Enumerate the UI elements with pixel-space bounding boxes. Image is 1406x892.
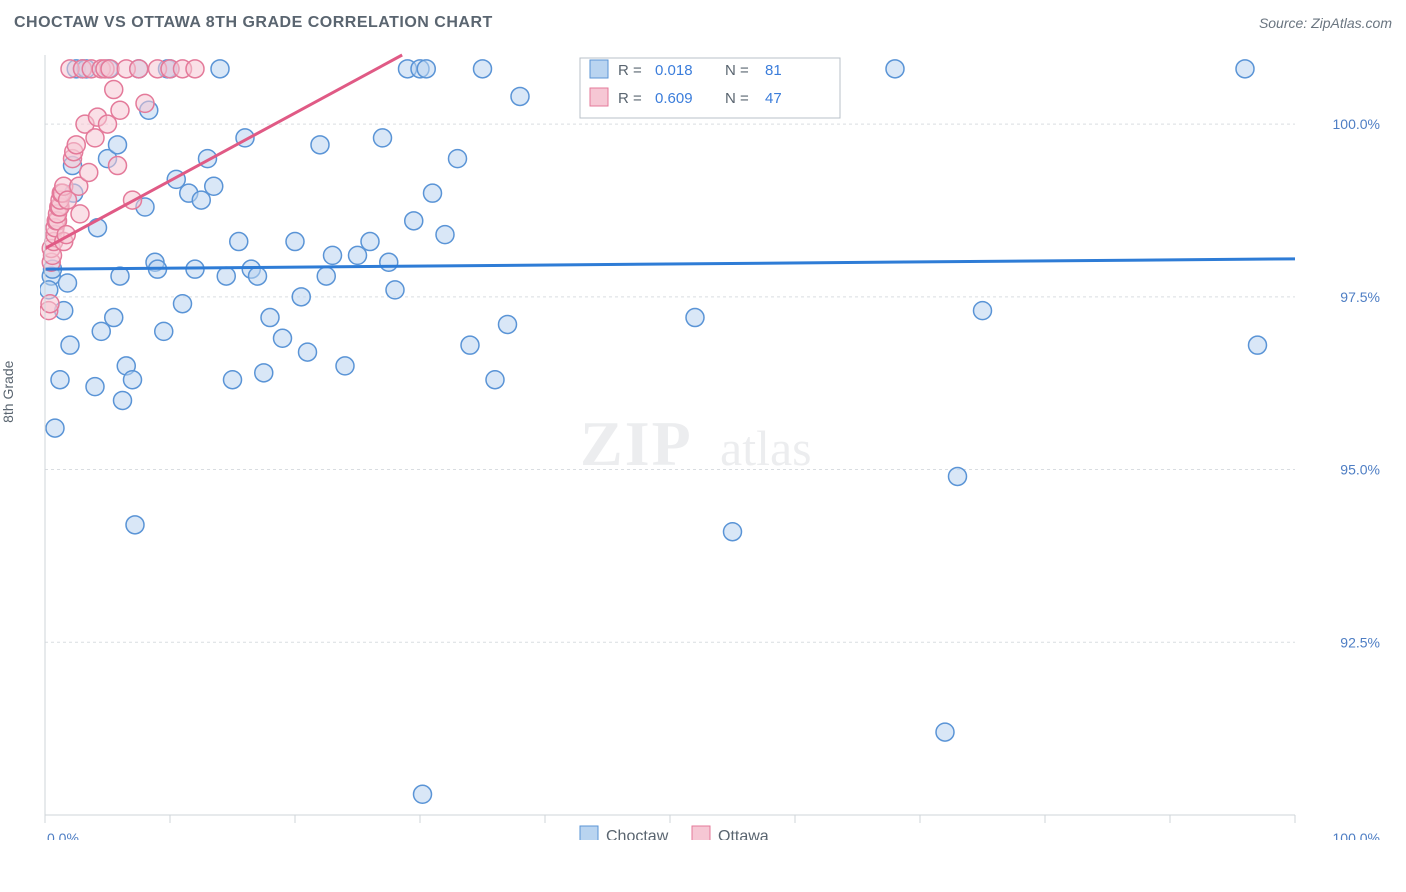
data-point [380, 253, 398, 271]
chart-title: CHOCTAW VS OTTAWA 8TH GRADE CORRELATION … [14, 14, 493, 32]
data-point [155, 322, 173, 340]
watermark-zip: ZIP [580, 408, 693, 479]
data-point [499, 315, 517, 333]
data-point [211, 60, 229, 78]
data-point [174, 295, 192, 313]
x-max-label: 100.0% [1333, 830, 1380, 840]
data-point [374, 129, 392, 147]
legend-swatch [692, 826, 710, 840]
data-point [105, 309, 123, 327]
n-label: N = [725, 90, 749, 107]
data-point [261, 309, 279, 327]
data-point [126, 516, 144, 534]
source-attribution: Source: ZipAtlas.com [1259, 15, 1392, 31]
x-min-label: 0.0% [47, 830, 79, 840]
data-point [105, 81, 123, 99]
data-point [936, 723, 954, 741]
y-tick-label: 92.5% [1340, 634, 1380, 650]
data-point [311, 136, 329, 154]
r-value: 0.609 [655, 90, 693, 107]
data-point [230, 233, 248, 251]
n-value: 47 [765, 90, 782, 107]
data-point [41, 295, 59, 313]
data-point [299, 343, 317, 361]
data-point [111, 101, 129, 119]
watermark-atlas: atlas [720, 420, 812, 476]
y-tick-label: 100.0% [1333, 116, 1380, 132]
data-point [59, 274, 77, 292]
data-point [724, 523, 742, 541]
data-point [186, 60, 204, 78]
legend-swatch [590, 88, 608, 106]
data-point [255, 364, 273, 382]
regression-line [45, 259, 1295, 269]
data-point [224, 371, 242, 389]
r-value: 0.018 [655, 62, 693, 79]
regression-line [45, 55, 402, 248]
data-point [292, 288, 310, 306]
data-point [109, 136, 127, 154]
legend-label: Ottawa [718, 828, 769, 840]
data-point [417, 60, 435, 78]
data-point [130, 60, 148, 78]
data-point [124, 371, 142, 389]
data-point [686, 309, 704, 327]
y-tick-label: 95.0% [1340, 462, 1380, 478]
data-point [80, 163, 98, 181]
data-point [51, 371, 69, 389]
n-value: 81 [765, 62, 782, 79]
data-point [414, 785, 432, 803]
legend-swatch [590, 60, 608, 78]
data-point [317, 267, 335, 285]
r-label: R = [618, 90, 642, 107]
data-point [136, 94, 154, 112]
data-point [217, 267, 235, 285]
data-point [886, 60, 904, 78]
data-point [109, 157, 127, 175]
data-point [405, 212, 423, 230]
data-point [67, 136, 85, 154]
data-point [436, 226, 454, 244]
data-point [449, 150, 467, 168]
data-point [949, 467, 967, 485]
data-point [286, 233, 304, 251]
data-point [336, 357, 354, 375]
data-point [1249, 336, 1267, 354]
legend-swatch [580, 826, 598, 840]
data-point [86, 378, 104, 396]
data-point [101, 60, 119, 78]
data-point [386, 281, 404, 299]
data-point [249, 267, 267, 285]
data-point [461, 336, 479, 354]
data-point [61, 336, 79, 354]
data-point [324, 246, 342, 264]
y-tick-label: 97.5% [1340, 289, 1380, 305]
data-point [71, 205, 89, 223]
data-point [114, 391, 132, 409]
data-point [46, 419, 64, 437]
r-label: R = [618, 62, 642, 79]
data-point [1236, 60, 1254, 78]
legend-label: Choctaw [606, 828, 669, 840]
data-point [486, 371, 504, 389]
data-point [274, 329, 292, 347]
data-point [361, 233, 379, 251]
correlation-chart: ZIP atlas 92.5% 95.0% 97.5% 100.0% 0.0% 100.… [40, 50, 1390, 840]
data-point [974, 302, 992, 320]
data-point [424, 184, 442, 202]
y-axis-label: 8th Grade [0, 361, 16, 423]
n-label: N = [725, 62, 749, 79]
data-point [474, 60, 492, 78]
data-point [205, 177, 223, 195]
data-point [511, 87, 529, 105]
